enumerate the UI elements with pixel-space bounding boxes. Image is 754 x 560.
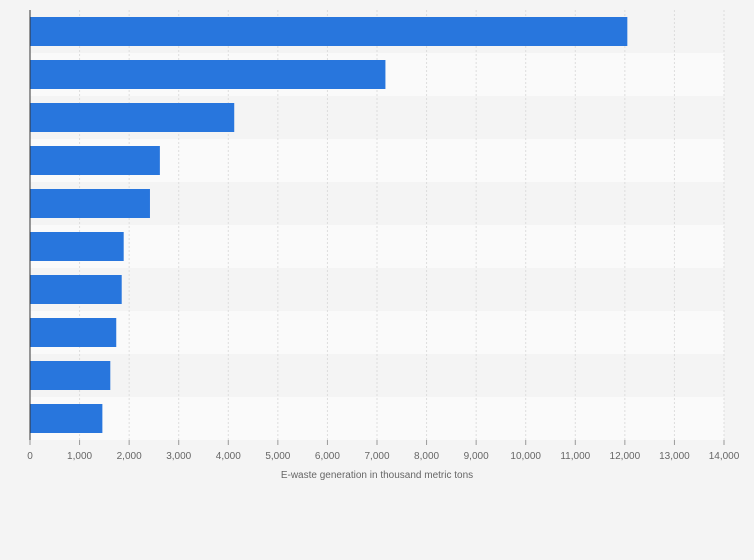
bar[interactable] — [30, 60, 386, 89]
x-tick-label: 6,000 — [315, 451, 340, 462]
bar[interactable] — [30, 189, 150, 218]
x-tick-label: 12,000 — [610, 451, 641, 462]
x-axis-title: E-waste generation in thousand metric to… — [281, 470, 473, 481]
bar[interactable] — [30, 361, 111, 390]
x-tick-label: 5,000 — [265, 451, 290, 462]
bar[interactable] — [30, 232, 124, 261]
x-tick-label: 4,000 — [216, 451, 241, 462]
bar[interactable] — [30, 275, 122, 304]
x-axis-ticks: 0 1,000 2,000 3,000 4,000 5,000 6,000 7,000 8,00… — [27, 440, 740, 462]
bars — [30, 17, 628, 433]
x-tick-label: 10,000 — [510, 451, 541, 462]
x-tick-label: 9,000 — [464, 451, 489, 462]
x-tick-label: 7,000 — [364, 451, 389, 462]
x-tick-label: 2,000 — [117, 451, 142, 462]
bar[interactable] — [30, 404, 103, 433]
x-tick-label: 1,000 — [67, 451, 92, 462]
x-tick-label: 0 — [27, 451, 33, 462]
bar[interactable] — [30, 318, 117, 347]
bar[interactable] — [30, 146, 160, 175]
x-tick-label: 13,000 — [659, 451, 690, 462]
x-tick-label: 11,000 — [560, 451, 590, 462]
x-tick-label: 14,000 — [709, 451, 740, 462]
x-tick-label: 3,000 — [166, 451, 191, 462]
bar[interactable] — [30, 103, 235, 132]
x-tick-label: 8,000 — [414, 451, 439, 462]
bar[interactable] — [30, 17, 628, 46]
